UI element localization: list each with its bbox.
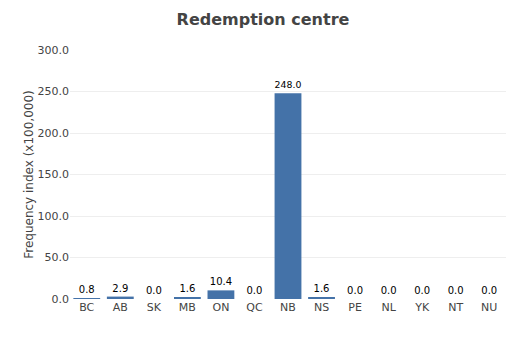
svg-text:YK: YK [414,301,430,314]
svg-text:MB: MB [179,301,196,314]
svg-text:150.0: 150.0 [38,168,70,181]
svg-text:BC: BC [79,301,94,314]
svg-text:NB: NB [280,301,296,314]
svg-text:2.9: 2.9 [112,283,128,294]
svg-text:250.0: 250.0 [38,85,70,98]
svg-text:0.0: 0.0 [448,285,464,296]
svg-text:AB: AB [113,301,128,314]
svg-text:PE: PE [348,301,362,314]
svg-text:0.0: 0.0 [146,285,162,296]
svg-text:1.6: 1.6 [179,283,195,294]
svg-text:QC: QC [246,301,263,314]
svg-text:0.0: 0.0 [481,285,497,296]
svg-text:0.0: 0.0 [52,293,70,306]
svg-text:300.0: 300.0 [38,44,70,57]
svg-text:1.6: 1.6 [314,283,330,294]
svg-text:ON: ON [212,301,229,314]
svg-text:NS: NS [314,301,329,314]
svg-text:0.0: 0.0 [414,285,430,296]
svg-text:100.0: 100.0 [38,210,70,223]
svg-text:0.0: 0.0 [347,285,363,296]
svg-text:NU: NU [481,301,497,314]
svg-text:248.0: 248.0 [275,79,302,90]
svg-text:10.4: 10.4 [210,276,232,287]
svg-text:0.8: 0.8 [79,284,95,295]
svg-text:50.0: 50.0 [45,251,70,264]
svg-text:NT: NT [448,301,463,314]
svg-text:200.0: 200.0 [38,127,70,140]
svg-text:SK: SK [147,301,162,314]
svg-text:0.0: 0.0 [381,285,397,296]
svg-text:NL: NL [381,301,396,314]
svg-text:0.0: 0.0 [247,285,263,296]
svg-text:Redemption centre: Redemption centre [177,10,350,29]
svg-text:Frequency index (x100,000): Frequency index (x100,000) [22,90,36,259]
